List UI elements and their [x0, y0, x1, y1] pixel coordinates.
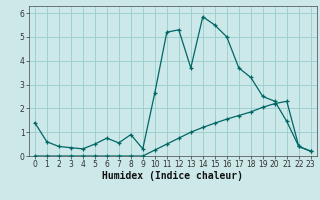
X-axis label: Humidex (Indice chaleur): Humidex (Indice chaleur): [102, 171, 243, 181]
